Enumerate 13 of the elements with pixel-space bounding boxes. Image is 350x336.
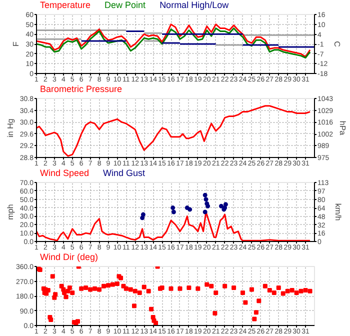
text: Dew Point xyxy=(104,0,146,10)
y2-axis-title: km/h xyxy=(334,203,343,221)
y-axis-title: mph xyxy=(6,204,15,220)
y-axis-title: in Hg xyxy=(6,118,15,138)
y2-axis-title: hPa xyxy=(338,120,348,136)
y-axis-title: F xyxy=(12,41,21,46)
text: Wind Speed xyxy=(40,168,90,178)
text: Normal High/Low xyxy=(160,0,229,10)
text: Temperature xyxy=(40,0,91,10)
text: Wind Gust xyxy=(103,168,146,178)
series-label: Wind Dir (deg) xyxy=(40,252,98,262)
y2-axis-title: C xyxy=(332,41,342,48)
text: Barometric Pressure xyxy=(40,84,122,94)
